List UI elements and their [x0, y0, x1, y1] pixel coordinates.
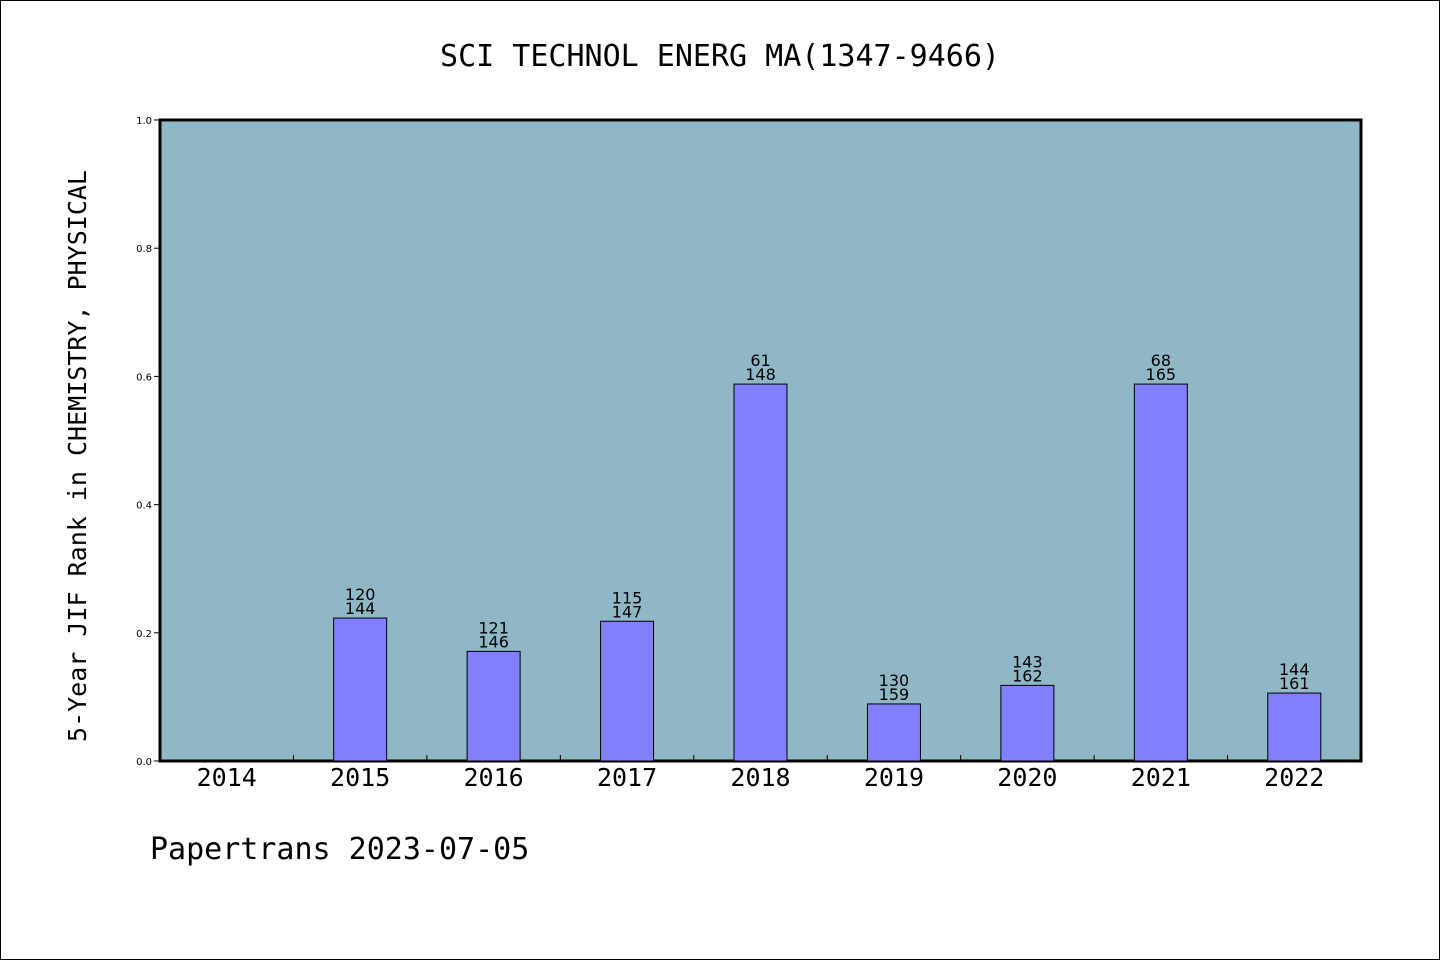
- y-axis-ticks: 0.0 0.2 0.4 0.6 0.8 1.0: [136, 116, 160, 768]
- x-tick-label: 2017: [597, 763, 657, 792]
- y-axis-label: 5-Year JIF Rank in CHEMISTRY, PHYSICAL: [63, 170, 92, 742]
- bar-total-label: 165: [1146, 365, 1177, 384]
- y-tick-label: 0.4: [136, 501, 152, 512]
- bar-2016: [466, 650, 521, 762]
- y-tick-label: 0.8: [136, 244, 152, 255]
- x-tick-label: 2016: [464, 763, 524, 792]
- bar-rank-label: 121: [478, 618, 509, 637]
- bar-2022: [1267, 692, 1322, 762]
- bar-rank-label: 120: [345, 585, 376, 604]
- footer-credit: Papertrans 2023-07-05: [150, 832, 530, 867]
- x-tick-label: 2021: [1131, 763, 1191, 792]
- bar-total-label: 161: [1279, 674, 1310, 693]
- bars: [333, 383, 1322, 762]
- x-tick-label: 2018: [730, 763, 790, 792]
- bar-2018: [733, 383, 788, 762]
- bar-rank-label: 143: [1012, 652, 1043, 671]
- bar-2015: [333, 617, 388, 762]
- bar-total-label: 148: [745, 365, 776, 384]
- bar-rank-label: 115: [612, 588, 643, 607]
- bar-total-label: 162: [1012, 666, 1043, 685]
- x-tick-label: 2015: [330, 763, 390, 792]
- y-tick-label: 0.6: [136, 372, 152, 383]
- bar-labels: 1201441211461151476114813015914316268165…: [345, 351, 1310, 704]
- bar-total-label: 144: [345, 599, 376, 618]
- x-tick-label: 2022: [1264, 763, 1324, 792]
- bar-rank-label: 61: [750, 351, 770, 370]
- x-tick-label: 2020: [997, 763, 1057, 792]
- bar-2019: [866, 703, 921, 762]
- bar-total-label: 146: [478, 632, 509, 651]
- bar-2017: [600, 620, 655, 762]
- y-tick-label: 1.0: [136, 116, 152, 127]
- y-tick-label: 0.0: [136, 757, 152, 768]
- bar-rank-label: 144: [1279, 660, 1310, 679]
- bar-total-label: 147: [612, 602, 643, 621]
- bar-2020: [1000, 684, 1055, 762]
- bar-total-label: 159: [879, 685, 910, 704]
- bar-rank-label: 68: [1151, 351, 1171, 370]
- chart-title: SCI TECHNOL ENERG MA(1347-9466): [440, 39, 1000, 74]
- y-tick-label: 0.2: [136, 629, 152, 640]
- bar-rank-label: 130: [879, 671, 910, 690]
- x-tick-label: 2019: [864, 763, 924, 792]
- bar-2021: [1133, 383, 1188, 762]
- x-axis-ticks: 2014 2015 2016 2017 2018 2019 2020 2021 2022: [197, 755, 1324, 792]
- x-tick-label: 2014: [197, 763, 257, 792]
